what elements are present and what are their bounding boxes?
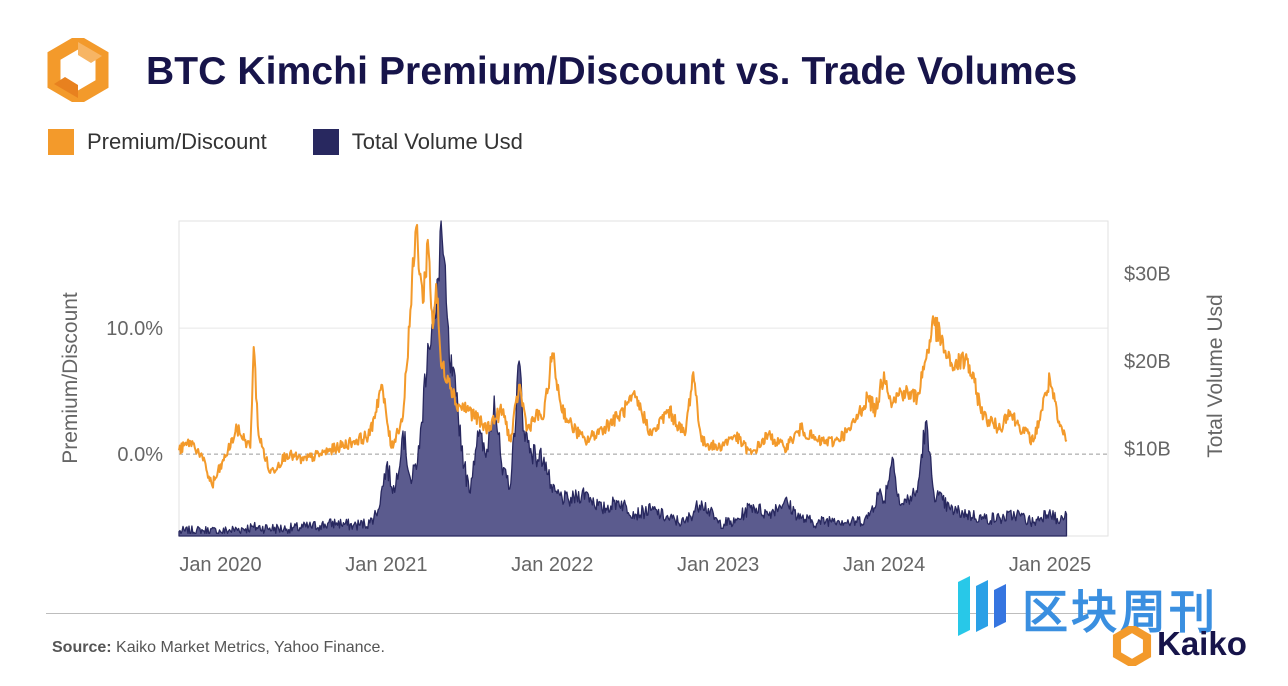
y-right-tick-label: $20B: [1124, 351, 1171, 373]
footer-divider: [46, 613, 1111, 614]
volume-area-series: [178, 220, 1068, 537]
legend-item-volume: Total Volume Usd: [312, 129, 523, 155]
chart-title: BTC Kimchi Premium/Discount vs. Trade Vo…: [146, 50, 1078, 93]
y-right-tick-label: $30B: [1124, 264, 1171, 286]
plot-frame: [178, 220, 1109, 537]
x-tick-label: Jan 2024: [843, 554, 925, 576]
source-text: Kaiko Market Metrics, Yahoo Finance.: [116, 639, 385, 656]
y-left-axis-title: Premium/Discount: [59, 292, 82, 464]
brand-name: Kaiko: [1157, 625, 1247, 662]
legend-item-premium: Premium/Discount: [48, 129, 267, 155]
x-tick-label: Jan 2020: [179, 554, 261, 576]
y-right-axis-title: Total Volume Usd: [1204, 294, 1227, 457]
kaiko-logo-icon: [1112, 626, 1152, 666]
y-left-tick-label: 0.0%: [117, 444, 163, 466]
x-tick-label: Jan 2025: [1009, 554, 1091, 576]
chart-legend: Premium/Discount Total Volume Usd: [48, 129, 569, 155]
legend-label-volume: Total Volume Usd: [351, 129, 523, 154]
x-tick-label: Jan 2023: [677, 554, 759, 576]
legend-swatch-volume: [312, 129, 339, 155]
watermark-text: 区块周刊: [1022, 585, 1218, 639]
y-right-tick-label: $10B: [1124, 439, 1171, 461]
kaiko-header-logo-icon: [47, 38, 109, 102]
source-label: Source:: [52, 639, 112, 656]
source-note: Source: Kaiko Market Metrics, Yahoo Fina…: [52, 639, 385, 657]
legend-label-premium: Premium/Discount: [87, 129, 267, 154]
legend-swatch-premium: [48, 129, 74, 155]
premium-line-series: [178, 223, 1068, 489]
blockweekly-logo-icon: [958, 576, 1006, 636]
y-left-tick-label: 10.0%: [106, 318, 163, 340]
x-tick-label: Jan 2021: [345, 554, 427, 576]
x-tick-label: Jan 2022: [511, 554, 593, 576]
